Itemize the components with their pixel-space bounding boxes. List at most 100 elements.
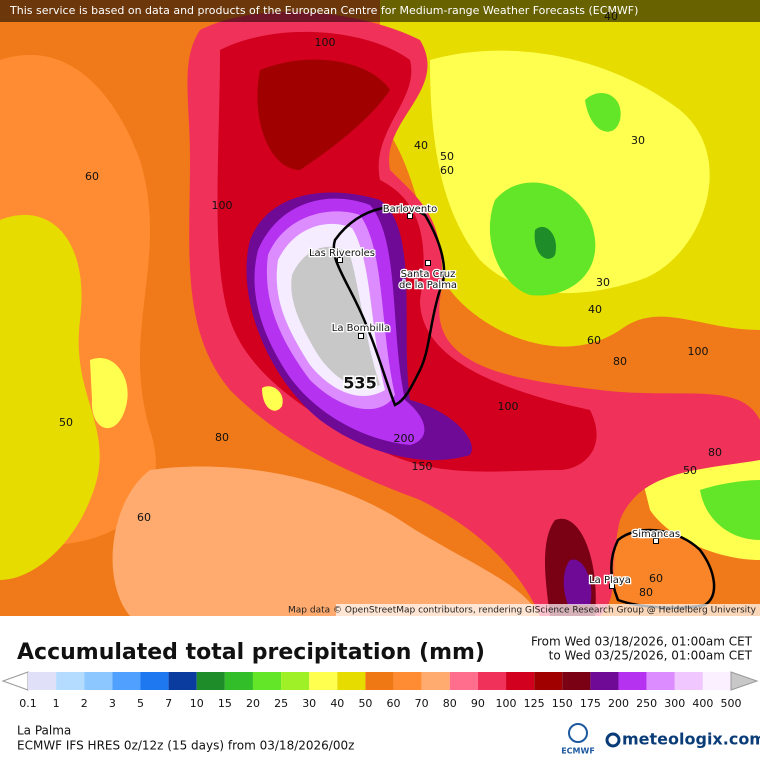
brand[interactable]: meteologix.com <box>622 730 760 749</box>
contour-label: 100 <box>315 36 336 49</box>
legend-over-arrow <box>730 671 759 691</box>
legend-level: 1 <box>53 697 60 710</box>
legend-swatch <box>365 672 394 690</box>
legend-level: 125 <box>524 697 545 710</box>
location: La Palma <box>17 724 71 738</box>
legend-swatch <box>534 672 563 690</box>
legend-level: 175 <box>580 697 601 710</box>
place-marker <box>358 333 364 339</box>
legend-title: Accumulated total precipitation (mm) <box>17 640 485 665</box>
legend-under-arrow <box>1 671 29 691</box>
legend: Accumulated total precipitation (mm) Fro… <box>1 635 759 710</box>
legend-level: 200 <box>608 697 629 710</box>
contour-label: 80 <box>639 586 653 599</box>
contour-label: 80 <box>708 446 722 459</box>
max-label: 535 <box>343 374 376 393</box>
model-info: ECMWF IFS HRES 0z/12z (15 days) from 03/… <box>17 739 354 753</box>
contour-label: 100 <box>212 199 233 212</box>
legend-swatch <box>646 672 675 690</box>
place-label: Barlovento <box>383 204 437 215</box>
legend-level: 30 <box>302 697 316 710</box>
contour-label: 60 <box>85 170 99 183</box>
legend-swatch <box>421 672 450 690</box>
legend-swatch <box>309 672 338 690</box>
legend-level: 3 <box>109 697 116 710</box>
contour-label: 150 <box>412 460 433 473</box>
contour-label: 60 <box>440 164 454 177</box>
legend-swatch <box>590 672 619 690</box>
contour-label: 60 <box>137 511 151 524</box>
legend-swatch <box>674 672 703 690</box>
legend-swatch <box>477 672 507 690</box>
legend-level: 15 <box>218 697 232 710</box>
contour-label: 30 <box>631 134 645 147</box>
contour-label: 100 <box>498 400 519 413</box>
legend-swatch <box>281 672 310 690</box>
place-label: La Bombilla <box>332 323 390 334</box>
legend-swatch <box>168 672 197 690</box>
contour-label: 50 <box>59 416 73 429</box>
contour-label: 100 <box>688 345 709 358</box>
legend-swatch <box>506 672 535 690</box>
legend-swatch <box>84 672 113 690</box>
legend-swatch <box>56 672 85 690</box>
place-marker <box>337 257 343 263</box>
legend-swatch <box>449 672 478 690</box>
footer: La Palma ECMWF IFS HRES 0z/12z (15 days)… <box>17 723 760 756</box>
contour-label: 50 <box>683 464 697 477</box>
legend-swatch <box>224 672 253 690</box>
legend-swatch <box>28 672 57 690</box>
contour-label: 50 <box>440 150 454 163</box>
contour-label: 60 <box>587 334 601 347</box>
service-notice: This service is based on data and produc… <box>9 4 638 17</box>
legend-level: 40 <box>330 697 344 710</box>
legend-level: 7 <box>165 697 172 710</box>
legend-level: 400 <box>692 697 713 710</box>
ecmwf-icon <box>568 723 588 743</box>
legend-swatch <box>393 672 422 690</box>
legend-level: 70 <box>415 697 429 710</box>
legend-level: 300 <box>664 697 685 710</box>
period-from: From Wed 03/18/2026, 01:00am CET <box>531 635 753 649</box>
brand-icon <box>605 732 621 748</box>
map: This service is based on data and produc… <box>0 0 760 617</box>
legend-level: 250 <box>636 697 657 710</box>
place-marker <box>653 538 659 544</box>
legend-swatch <box>702 672 731 690</box>
period-to: to Wed 03/25/2026, 01:00am CET <box>549 649 753 663</box>
legend-level: 500 <box>721 697 742 710</box>
legend-level: 20 <box>246 697 260 710</box>
place-label: Las Riveroles <box>309 248 375 259</box>
map-attribution: Map data © OpenStreetMap contributors, r… <box>288 606 757 616</box>
legend-swatch <box>196 672 225 690</box>
contour-label: 40 <box>414 139 428 152</box>
legend-swatch <box>112 672 141 690</box>
legend-level: 90 <box>471 697 485 710</box>
place-label: La Playa <box>589 575 631 586</box>
ecmwf-logo: ECMWF <box>561 747 595 756</box>
legend-level: 10 <box>190 697 204 710</box>
legend-level: 5 <box>137 697 144 710</box>
legend-level: 60 <box>387 697 401 710</box>
legend-level: 150 <box>552 697 573 710</box>
legend-swatch <box>337 672 366 690</box>
contour-label: 30 <box>596 276 610 289</box>
contour-label: 80 <box>613 355 627 368</box>
contour-label: 80 <box>215 431 229 444</box>
place-label: Santa Cruz <box>401 269 456 280</box>
legend-swatch <box>618 672 647 690</box>
contour-label: 40 <box>604 10 618 23</box>
legend-swatch <box>562 672 591 690</box>
place-marker <box>609 583 615 589</box>
legend-swatch <box>252 672 282 690</box>
contour-label: 60 <box>649 572 663 585</box>
legend-level: 25 <box>274 697 288 710</box>
legend-level: 50 <box>358 697 372 710</box>
place-label: Simancas <box>632 529 680 540</box>
legend-swatch <box>140 672 169 690</box>
place-label: de la Palma <box>399 280 457 291</box>
legend-level: 2 <box>81 697 88 710</box>
place-marker <box>425 260 431 266</box>
place-marker <box>407 213 413 219</box>
